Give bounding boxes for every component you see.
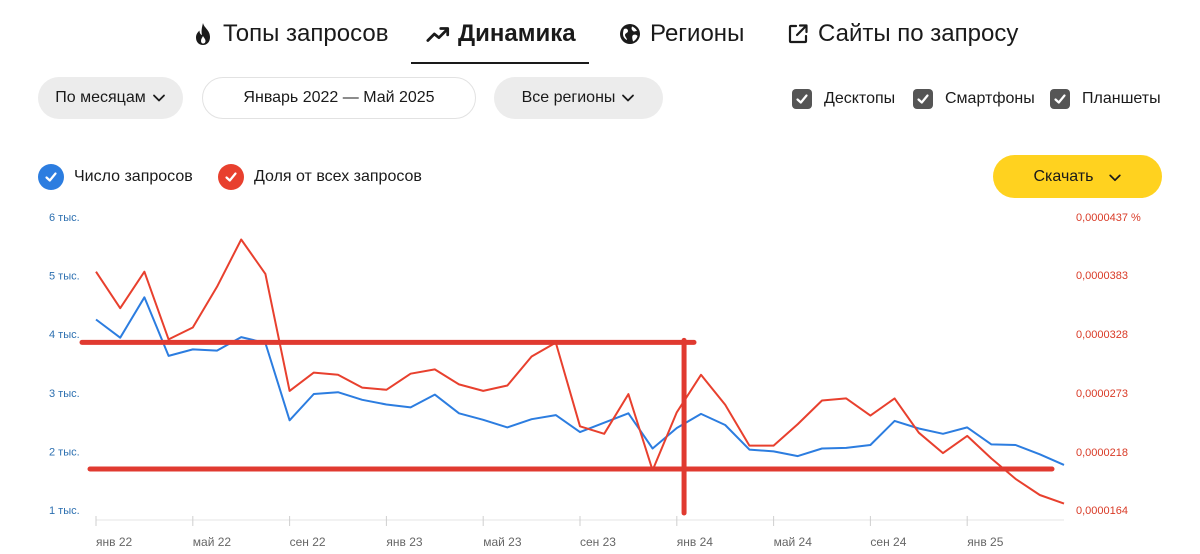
region-select[interactable]: Все регионы [494,77,663,119]
y-left-tick-label: 1 тыс. [49,505,80,517]
tab-regions[interactable]: Регионы [618,14,744,54]
x-tick-label: май 22 [193,535,232,549]
chevron-down-icon [1108,170,1122,184]
download-label: Скачать [1033,167,1094,185]
fire-icon [191,22,215,46]
device-checkbox-smartphone[interactable]: Смартфоны [913,88,1035,110]
tab-label: Регионы [650,20,745,47]
device-label: Смартфоны [945,90,1035,107]
date-range-picker[interactable]: Январь 2022 — Май 2025 [202,77,476,119]
device-label: Десктопы [824,90,896,107]
tab-top-queries[interactable]: Топы запросов [191,14,388,54]
device-checkbox-desktop[interactable]: Десктопы [792,88,895,110]
region-value: Все регионы [521,89,616,106]
x-tick-label: янв 22 [96,535,133,549]
checkbox-checked-icon [913,89,933,109]
date-range-value: Январь 2022 — Май 2025 [243,89,435,106]
y-left-tick-label: 3 тыс. [49,388,80,400]
trending-up-icon [426,22,450,46]
legend-query-count[interactable]: Число запросов [38,163,193,191]
x-tick-label: май 23 [483,535,522,549]
x-tick-label: янв 23 [386,535,423,549]
device-checkbox-tablet[interactable]: Планшеты [1050,88,1161,110]
x-tick-label: сен 22 [290,535,326,549]
y-left-tick-label: 5 тыс. [49,271,80,283]
legend-query-share[interactable]: Доля от всех запросов [218,163,422,191]
tab-sites[interactable]: Сайты по запросу [786,14,1018,54]
y-left-tick-label: 6 тыс. [49,212,80,224]
checkbox-checked-icon [792,89,812,109]
legend-label: Доля от всех запросов [254,168,422,185]
device-label: Планшеты [1082,90,1161,107]
y-right-tick-label: 0,0000218 [1076,447,1128,459]
download-button[interactable]: Скачать [993,155,1162,198]
chevron-down-icon [621,91,635,105]
y-left-tick-label: 4 тыс. [49,329,80,341]
checkbox-checked-icon [38,164,64,190]
y-right-tick-label: 0,0000328 [1076,329,1128,341]
y-right-tick-label: 0,0000383 [1076,270,1128,282]
globe-icon [618,22,642,46]
dynamics-chart: 1 тыс. 2 тыс. 3 тыс. 4 тыс. 5 тыс. 6 тыс. 0,00… [49,212,1141,549]
tab-label: Топы запросов [223,20,389,47]
x-tick-label: янв 24 [677,535,714,549]
x-tick-label: сен 24 [870,535,906,549]
tab-label: Сайты по запросу [818,20,1019,47]
chevron-down-icon [152,91,166,105]
series-line-query-share [95,238,1065,505]
x-tick-label: май 24 [774,535,813,549]
y-right-tick-label: 0,0000273 [1076,388,1128,400]
active-tab-underline [411,62,589,64]
checkbox-checked-icon [1050,89,1070,109]
legend-label: Число запросов [74,168,193,185]
tab-bar: Топы запросов Динамика Регионы Сайты по … [0,14,1200,64]
checkbox-checked-icon [218,164,244,190]
y-right-tick-label: 0,0000437 % [1076,212,1141,224]
series-line-query-count [95,296,1065,466]
x-tick-label: сен 23 [580,535,616,549]
period-group-select[interactable]: По месяцам [38,77,183,119]
external-link-icon [786,22,810,46]
y-right-tick-label: 0,0000164 [1076,505,1128,517]
tab-dynamics[interactable]: Динамика [426,14,576,54]
y-left-tick-label: 2 тыс. [49,446,80,458]
x-tick-label: янв 25 [967,535,1004,549]
period-group-value: По месяцам [55,89,146,106]
tab-label: Динамика [458,20,576,47]
